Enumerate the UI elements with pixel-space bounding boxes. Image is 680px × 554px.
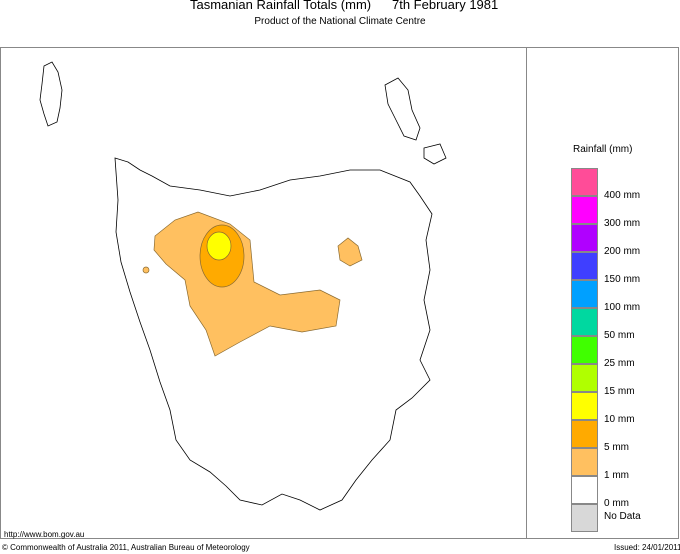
legend-label: No Data [604, 511, 641, 522]
legend-swatch [571, 196, 598, 224]
legend-swatch [571, 168, 598, 196]
map-frame [0, 47, 679, 539]
legend-swatch [571, 420, 598, 448]
legend-label: 15 mm [604, 386, 635, 397]
legend-label: 1 mm [604, 470, 629, 481]
legend-label: 300 mm [604, 218, 641, 229]
rain-area-1mm-east [337, 237, 363, 267]
copyright: © Commonwealth of Australia 2011, Austra… [2, 543, 250, 552]
map-date: 7th February 1981 [392, 0, 499, 12]
king-island [39, 61, 63, 127]
rain-area-1mm-west [142, 266, 150, 274]
legend-label: 100 mm [604, 302, 641, 313]
legend-label: 5 mm [604, 442, 629, 453]
legend-swatch [571, 252, 598, 280]
legend-label: 150 mm [604, 274, 641, 285]
legend-label: 10 mm [604, 414, 635, 425]
flinders-island [384, 77, 421, 141]
legend-swatch [571, 448, 598, 476]
legend-label: 25 mm [604, 358, 635, 369]
source-url[interactable]: http://www.bom.gov.au [4, 530, 85, 539]
legend-label: 0 mm [604, 498, 629, 509]
legend-swatch [571, 504, 598, 532]
map-title: Tasmanian Rainfall Totals (mm) [190, 0, 372, 12]
legend-label: 400 mm [604, 190, 641, 201]
legend-swatch [571, 476, 598, 504]
legend-title: Rainfall (mm) [573, 144, 633, 155]
legend-swatch [571, 224, 598, 252]
rain-area-10mm [206, 231, 232, 261]
legend-divider [526, 47, 527, 539]
map-subtitle: Product of the National Climate Centre [254, 16, 426, 27]
legend-swatch [571, 308, 598, 336]
legend-label: 50 mm [604, 330, 635, 341]
legend-swatch [571, 364, 598, 392]
cape-barren-island [423, 143, 447, 165]
tasmania-mainland [114, 157, 433, 511]
legend-swatch [571, 336, 598, 364]
issued-date: Issued: 24/01/2011 [614, 543, 680, 552]
tasmania-map [39, 61, 447, 511]
legend-swatch [571, 392, 598, 420]
legend-swatch [571, 280, 598, 308]
legend-label: 200 mm [604, 246, 641, 257]
